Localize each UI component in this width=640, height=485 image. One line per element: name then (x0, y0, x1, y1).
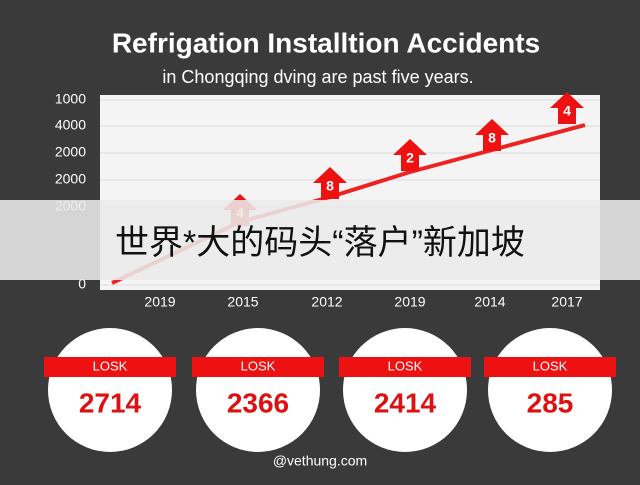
card-band (484, 357, 616, 377)
chart-content: 1000400020002000200002019201520122019201… (55, 91, 584, 310)
arrow-marker (475, 119, 509, 151)
x-label: 2015 (227, 294, 258, 310)
y-label: 1000 (55, 91, 86, 107)
title: Refrigation Installtion Accidents (112, 27, 540, 58)
x-label: 2019 (144, 294, 175, 310)
banner (0, 200, 640, 280)
x-label: 2017 (551, 294, 582, 310)
card-label: LOSK (241, 358, 276, 373)
arrow-marker (393, 139, 427, 171)
card-label: LOSK (388, 358, 423, 373)
arrow-marker (550, 92, 584, 124)
card-band (192, 357, 324, 377)
y-label: 2000 (55, 171, 86, 187)
y-label: 4000 (55, 117, 86, 133)
card-value: 2414 (374, 387, 437, 418)
card-value: 2714 (79, 387, 142, 418)
marker-label: 8 (326, 178, 334, 194)
footer: @vethung.com (273, 453, 367, 469)
card-band (44, 357, 176, 377)
x-label: 2014 (474, 294, 505, 310)
banner-text: 世界*大的码头“落户”新加坡 (115, 224, 525, 262)
marker-label: 8 (488, 130, 496, 146)
card-value: 2366 (227, 387, 289, 418)
card-label: LOSK (533, 358, 568, 373)
card-value: 285 (527, 387, 574, 418)
arrow-marker (313, 167, 347, 199)
card-band (339, 357, 471, 377)
x-label: 2012 (311, 294, 342, 310)
y-label: 0 (78, 276, 86, 292)
card-label: LOSK (93, 358, 128, 373)
subtitle: in Chongqing dving are past five years. (162, 67, 473, 87)
marker-label: 4 (563, 103, 571, 119)
marker-label: 2 (406, 150, 414, 166)
cards: LOSK 2714 LOSK 2366 LOSK 2414 LOSK 285 (44, 328, 616, 452)
x-label: 2019 (394, 294, 425, 310)
y-label: 2000 (55, 144, 86, 160)
